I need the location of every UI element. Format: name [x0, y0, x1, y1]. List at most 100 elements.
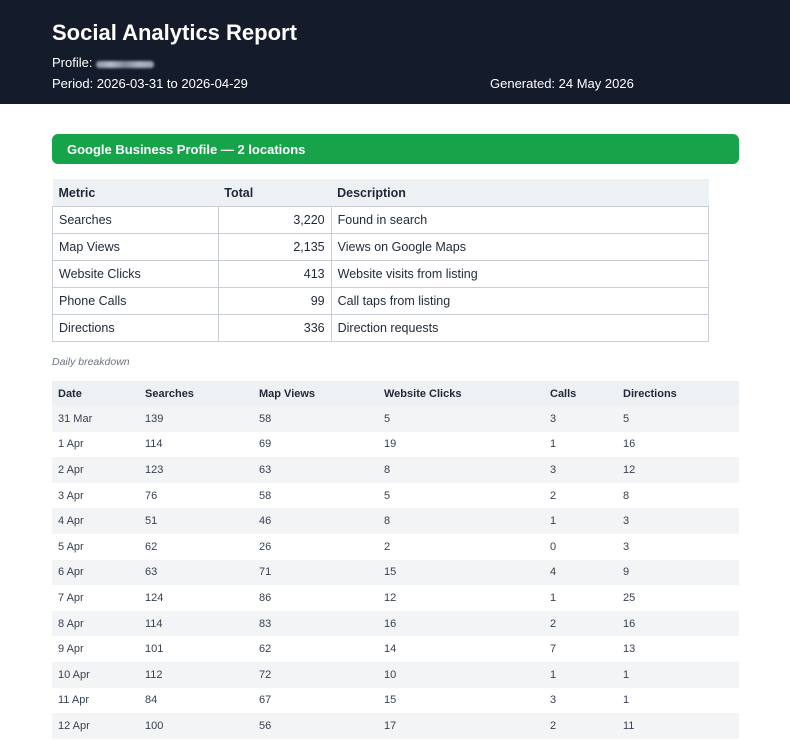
- website-clicks-cell: 8: [378, 457, 544, 483]
- table-row: 5 Apr 62 26 2 0 3: [52, 534, 739, 560]
- searches-cell: 100: [139, 713, 253, 739]
- column-header-website-clicks: Website Clicks: [378, 381, 544, 406]
- calls-cell: 3: [544, 406, 617, 432]
- table-row: 2 Apr 123 63 8 3 12: [52, 457, 739, 483]
- calls-cell: 7: [550, 643, 557, 656]
- section-heading-google-business-profile: Google Business Profile — 2 locations: [52, 134, 739, 164]
- searches-cell: 62: [145, 540, 158, 553]
- table-row: Searches 3,220 Found in search: [52, 206, 710, 234]
- directions-cell: 25: [623, 591, 636, 604]
- column-header-calls: Calls: [544, 381, 617, 406]
- website-clicks-cell: 5: [378, 406, 544, 432]
- daily-breakdown-table: Date Searches Map Views Website Clicks C…: [52, 381, 739, 739]
- directions-cell: 3: [623, 540, 630, 553]
- searches-cell: 112: [139, 661, 253, 688]
- column-header-map-views: Map Views: [253, 381, 378, 406]
- report-title: Social Analytics Report: [52, 20, 297, 45]
- map-views-cell: 63: [253, 457, 378, 483]
- directions-cell: 16: [623, 438, 636, 451]
- column-header-metric: Metric: [52, 179, 219, 207]
- map-views-cell: 58: [253, 406, 378, 432]
- date-cell: 6 Apr: [52, 559, 139, 586]
- total-cell: 413: [217, 260, 332, 288]
- date-cell: 7 Apr: [58, 591, 84, 604]
- table-row: Website Clicks 413 Website visits from lis…: [52, 260, 710, 288]
- column-header-total: Total: [218, 179, 332, 207]
- total-cell: 99: [217, 287, 332, 315]
- directions-cell: 1: [617, 661, 739, 688]
- total-cell: 2,135: [217, 233, 332, 261]
- website-clicks-cell: 2: [384, 540, 391, 553]
- calls-cell: 4: [544, 559, 617, 586]
- table-row: 3 Apr 76 58 5 2 8: [52, 483, 739, 509]
- map-views-cell: 46: [253, 508, 378, 534]
- calls-cell: 2: [544, 713, 617, 739]
- website-clicks-cell: 19: [384, 438, 397, 451]
- date-cell: 12 Apr: [52, 713, 139, 739]
- description-cell: Direction requests: [330, 314, 710, 342]
- date-cell: 10 Apr: [52, 661, 139, 688]
- map-views-cell: 62: [259, 643, 272, 656]
- daily-breakdown-caption: Daily breakdown: [52, 356, 130, 368]
- date-cell: 3 Apr: [58, 489, 84, 502]
- directions-cell: 8: [623, 489, 630, 502]
- calls-cell: 1: [544, 508, 617, 534]
- calls-cell: 0: [550, 540, 557, 553]
- website-clicks-cell: 8: [378, 508, 544, 534]
- date-cell: 5 Apr: [58, 540, 84, 553]
- date-cell: 8 Apr: [52, 610, 139, 637]
- metric-cell: Phone Calls: [52, 287, 219, 315]
- column-header-directions: Directions: [617, 381, 739, 406]
- website-clicks-cell: 5: [384, 489, 391, 502]
- total-cell: 336: [217, 314, 332, 342]
- description-cell: Call taps from listing: [330, 287, 710, 315]
- map-views-cell: 72: [253, 661, 378, 688]
- map-views-cell: 67: [259, 694, 272, 707]
- map-views-cell: 71: [253, 559, 378, 586]
- total-cell: 3,220: [217, 206, 332, 234]
- table-row: 11 Apr 84 67 15 3 1: [52, 688, 739, 714]
- table-row: 1 Apr 114 69 19 1 16: [52, 432, 739, 458]
- calls-cell: 2: [550, 489, 557, 502]
- metric-cell: Website Clicks: [52, 260, 219, 288]
- website-clicks-cell: 12: [384, 591, 397, 604]
- column-header-date: Date: [52, 381, 139, 406]
- generated-date: Generated: 24 May 2026: [490, 76, 634, 91]
- map-views-cell: 58: [259, 489, 272, 502]
- directions-cell: 5: [617, 406, 739, 432]
- searches-cell: 101: [145, 643, 164, 656]
- website-clicks-cell: 16: [378, 610, 544, 637]
- directions-cell: 9: [617, 559, 739, 586]
- profile-row: Profile:: [52, 55, 738, 71]
- date-cell: 9 Apr: [58, 643, 84, 656]
- directions-cell: 16: [617, 610, 739, 637]
- directions-cell: 1: [623, 694, 630, 707]
- date-cell: 11 Apr: [58, 694, 89, 707]
- table-row: Phone Calls 99 Call taps from listing: [52, 287, 710, 315]
- metric-cell: Map Views: [52, 233, 219, 261]
- date-cell: 31 Mar: [52, 406, 139, 432]
- table-row: 10 Apr 112 72 10 1 1: [52, 661, 739, 688]
- table-row: 31 Mar 139 58 5 3 5: [52, 406, 739, 432]
- table-row: 7 Apr 124 86 12 1 25: [52, 585, 739, 611]
- searches-cell: 123: [139, 457, 253, 483]
- date-cell: 4 Apr: [52, 508, 139, 534]
- column-header-searches: Searches: [139, 381, 253, 406]
- profile-name-redacted: [96, 60, 155, 68]
- summary-table: Metric Total Description Searches 3,220 Fo…: [52, 179, 710, 342]
- website-clicks-cell: 10: [378, 661, 544, 688]
- website-clicks-cell: 15: [378, 559, 544, 586]
- section-title: Google Business Profile — 2 locations: [67, 141, 306, 157]
- calls-cell: 2: [544, 610, 617, 637]
- date-cell: 1 Apr: [58, 438, 84, 451]
- searches-cell: 84: [145, 694, 158, 707]
- website-clicks-cell: 15: [384, 694, 397, 707]
- period-row: Period: 2026-03-31 to 2026-04-29 Generat…: [52, 76, 738, 92]
- map-views-cell: 56: [253, 713, 378, 739]
- table-row: 12 Apr 100 56 17 2 11: [52, 713, 739, 739]
- map-views-cell: 26: [259, 540, 272, 553]
- directions-cell: 11: [617, 713, 739, 739]
- directions-cell: 12: [617, 457, 739, 483]
- searches-cell: 76: [145, 489, 158, 502]
- searches-cell: 51: [139, 508, 253, 534]
